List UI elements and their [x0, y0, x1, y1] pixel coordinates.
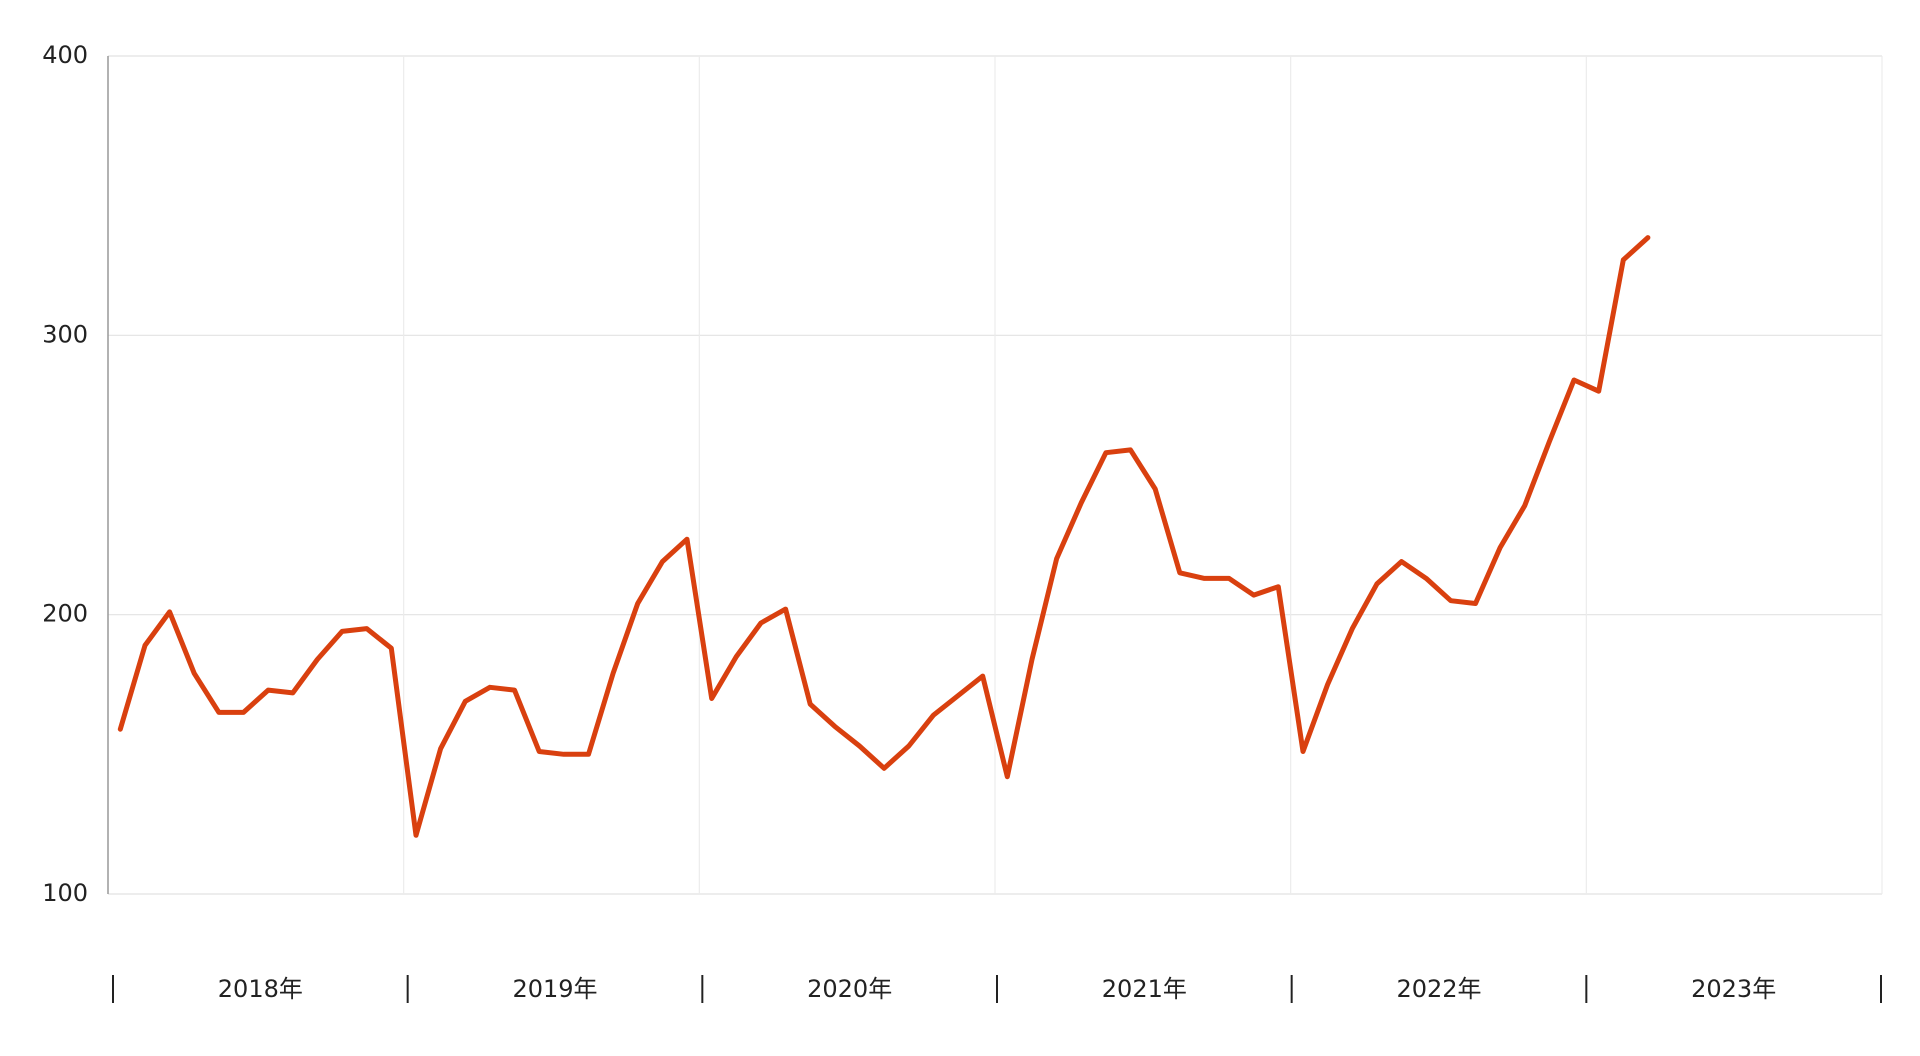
x-tick-label: 2021年 — [1102, 975, 1187, 1003]
x-tick-label: 2022年 — [1396, 975, 1481, 1003]
y-tick-label: 100 — [42, 879, 88, 907]
x-tick-label: 2018年 — [218, 975, 303, 1003]
data-line — [117, 235, 1651, 838]
y-tick-label: 200 — [42, 600, 88, 628]
x-tick-label: 2019年 — [512, 975, 597, 1003]
x-tick-label: 2023年 — [1691, 975, 1776, 1003]
y-tick-label: 400 — [42, 41, 88, 69]
y-tick-label: 300 — [42, 320, 88, 348]
x-tick-label: 2020年 — [807, 975, 892, 1003]
